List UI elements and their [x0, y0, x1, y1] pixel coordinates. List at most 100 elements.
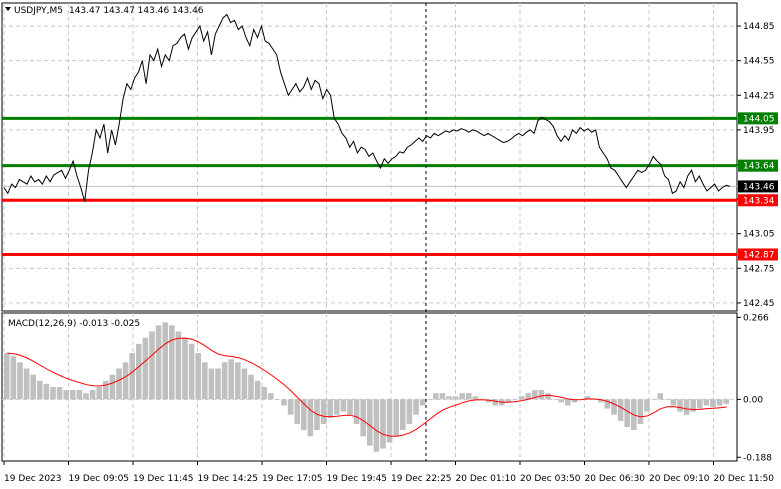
- macd-bar: [202, 362, 208, 400]
- macd-bar: [393, 399, 399, 437]
- macd-bar: [518, 396, 525, 400]
- macd-bar: [446, 396, 452, 400]
- macd-bar: [175, 331, 182, 400]
- macd-bar: [545, 393, 551, 400]
- y-tick-label: 143.05: [743, 230, 775, 240]
- macd-bar: [485, 399, 492, 403]
- macd-bar: [492, 399, 498, 406]
- macd-bar: [109, 374, 116, 400]
- macd-bar: [188, 343, 195, 400]
- level-price-tag: [738, 194, 778, 207]
- macd-bar: [353, 399, 360, 424]
- macd-bar: [525, 393, 531, 400]
- macd-bar: [76, 390, 83, 400]
- macd-bar: [551, 399, 558, 400]
- macd-bar: [215, 368, 221, 400]
- macd-bar: [380, 399, 386, 449]
- level-price-tag: [738, 248, 778, 261]
- macd-panel: 0.266 0.00 -0.188 MACD(12,26,9) -0.013 -0.…: [1, 312, 772, 463]
- macd-bar: [228, 359, 234, 400]
- macd-bar: [611, 399, 617, 415]
- macd-bar: [677, 399, 683, 412]
- macd-bar: [274, 399, 281, 400]
- x-tick-label: 19 Dec 09:05: [69, 474, 130, 484]
- macd-signal-line: [7, 337, 727, 437]
- macd-bar: [690, 399, 696, 412]
- macd-bar: [400, 399, 406, 431]
- macd-bar: [23, 368, 30, 400]
- macd-bar: [459, 393, 465, 400]
- macd-bar: [558, 399, 564, 403]
- macd-bar: [129, 353, 135, 400]
- level-price-tag: [738, 112, 778, 125]
- macd-bar: [347, 399, 353, 415]
- x-tick-label: 19 Dec 11:45: [133, 474, 194, 484]
- x-tick-label: 20 Dec 01:10: [456, 474, 517, 484]
- macd-bar: [538, 390, 545, 400]
- macd-bar: [657, 393, 663, 400]
- macd-bar: [373, 399, 380, 452]
- macd-bar: [320, 399, 327, 424]
- macd-bar: [617, 399, 624, 421]
- macd-bar: [683, 399, 690, 415]
- main-panel-frame: [1, 2, 738, 312]
- macd-bar: [367, 399, 373, 446]
- macd-bar: [591, 399, 597, 400]
- macd-bar: [598, 399, 604, 403]
- macd-bar: [63, 390, 69, 400]
- macd-bar: [512, 399, 518, 400]
- macd-bar: [644, 399, 650, 412]
- macd-bar: [37, 380, 43, 400]
- macd-bar: [386, 399, 393, 443]
- level-lines: [2, 116, 737, 256]
- x-tick-label: 20 Dec 03:50: [520, 474, 581, 484]
- macd-bar: [155, 325, 162, 400]
- macd-bar: [472, 396, 479, 400]
- macd-bar: [406, 399, 413, 424]
- macd-bar: [670, 399, 677, 406]
- macd-bar: [650, 399, 657, 400]
- macd-bar: [149, 331, 155, 400]
- macd-bar: [571, 399, 578, 403]
- macd-bar: [30, 374, 36, 400]
- collapse-triangle-icon[interactable]: [5, 7, 11, 11]
- level-price-label: 143.64: [743, 162, 775, 172]
- level-price-label: 143.34: [743, 196, 775, 206]
- macd-bar: [327, 399, 333, 418]
- macd-bar: [723, 399, 729, 404]
- level-price-label: 144.05: [743, 114, 775, 124]
- y-tick-label: 142.45: [743, 299, 775, 309]
- macd-bar: [50, 387, 56, 400]
- macd-bar: [83, 393, 89, 400]
- level-price-tag: [738, 159, 778, 172]
- macd-bar: [241, 368, 248, 400]
- macd-bar: [195, 353, 201, 400]
- macd-bar: [340, 399, 347, 412]
- macd-bar: [301, 399, 307, 431]
- macd-bar: [439, 393, 446, 400]
- macd-bar: [208, 368, 215, 400]
- symbol-title: USDJPY,M5: [14, 6, 63, 16]
- macd-bar: [4, 353, 10, 400]
- x-tick-label: 20 Dec 09:10: [649, 474, 710, 484]
- macd-bar: [452, 396, 459, 400]
- x-tick-label: 19 Dec 2023: [4, 474, 62, 484]
- macd-y-tick-label: 0.00: [743, 395, 763, 405]
- macd-bar: [565, 399, 571, 406]
- current-price-tag: [738, 180, 778, 193]
- price-series: [3, 13, 731, 202]
- macd-bar: [103, 380, 109, 400]
- main-panel: 144.85144.55144.25143.95143.65143.35143.…: [1, 2, 778, 312]
- macd-bar: [710, 399, 716, 407]
- macd-bar: [697, 399, 703, 409]
- macd-bar: [70, 390, 76, 400]
- macd-histogram: [4, 322, 729, 452]
- macd-bar: [169, 325, 175, 400]
- macd-bar: [248, 374, 254, 400]
- price-axis: 144.85144.55144.25143.95143.65143.35143.…: [737, 22, 778, 309]
- macd-bar: [604, 399, 611, 409]
- y-tick-label: 144.25: [743, 91, 775, 101]
- macd-bar: [584, 396, 591, 400]
- macd-bar: [281, 399, 287, 406]
